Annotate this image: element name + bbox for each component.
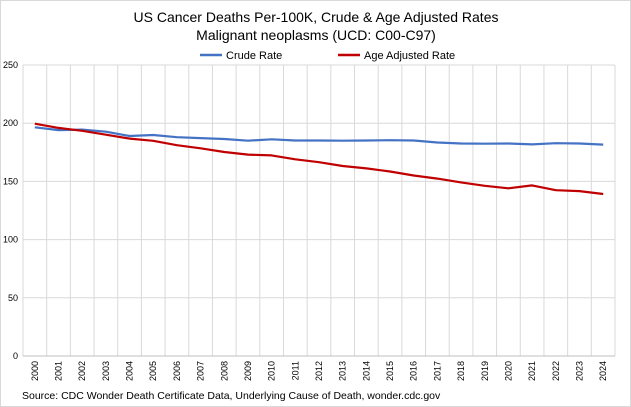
x-tick-label: 2013 — [338, 361, 348, 381]
y-tick-label: 200 — [3, 118, 18, 128]
x-tick-label: 2008 — [219, 361, 229, 381]
x-tick-label: 2019 — [480, 361, 490, 381]
x-tick-label: 2003 — [101, 361, 111, 381]
x-axis-ticks: 2000 2001 2002 2003 2004 2005 2006 2007 2008 2009… — [30, 361, 608, 381]
x-tick-label: 2004 — [125, 361, 135, 381]
x-tick-label: 2010 — [267, 361, 277, 381]
series-lines — [34, 122, 604, 196]
y-tick-label: 0 — [13, 351, 18, 361]
y-tick-label: 150 — [3, 176, 18, 186]
x-tick-label: 2016 — [409, 361, 419, 381]
x-tick-label: 2018 — [456, 361, 466, 381]
x-tick-label: 2015 — [385, 361, 395, 381]
legend-label-crude-rate: Crude Rate — [226, 50, 282, 62]
x-tick-label: 2009 — [243, 361, 253, 381]
x-tick-label: 2017 — [432, 361, 442, 381]
x-tick-label: 2021 — [527, 361, 537, 381]
x-tick-label: 2005 — [148, 361, 158, 381]
legend: Crude Rate Age Adjusted Rate — [200, 50, 455, 62]
x-tick-label: 2024 — [598, 361, 608, 381]
series-line-crude-rate — [34, 126, 604, 146]
x-tick-label: 2001 — [54, 361, 64, 381]
chart-subtitle: Malignant neoplasms (UCD: C00-C97) — [196, 27, 436, 43]
x-tick-label: 2014 — [361, 361, 371, 381]
chart-title: US Cancer Deaths Per-100K, Crude & Age A… — [134, 9, 499, 25]
x-tick-label: 2006 — [172, 361, 182, 381]
y-tick-label: 250 — [3, 60, 18, 70]
x-tick-label: 2022 — [551, 361, 561, 381]
series-line-age-adjusted-rate — [34, 122, 604, 196]
y-axis-ticks: 0 50 100 150 200 250 — [3, 60, 18, 361]
x-tick-label: 2002 — [77, 361, 87, 381]
x-tick-label: 2011 — [290, 361, 300, 380]
legend-label-age-adjusted-rate: Age Adjusted Rate — [364, 50, 455, 62]
x-tick-label: 2023 — [574, 361, 584, 381]
x-tick-label: 2000 — [30, 361, 40, 381]
y-tick-label: 50 — [8, 293, 18, 303]
x-tick-label: 2012 — [314, 361, 324, 381]
x-tick-label: 2007 — [196, 361, 206, 381]
gridlines — [22, 64, 616, 357]
y-tick-label: 100 — [3, 235, 18, 245]
source-note: Source: CDC Wonder Death Certificate Dat… — [22, 390, 441, 402]
x-tick-label: 2020 — [503, 361, 513, 381]
